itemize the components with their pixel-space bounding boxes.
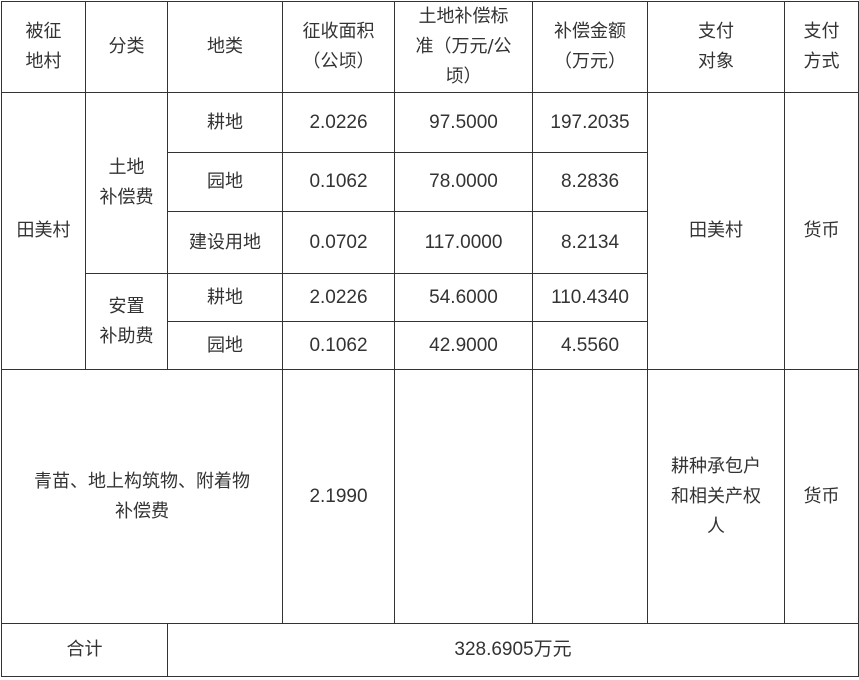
total-row: 合计 328.6905万元 xyxy=(1,623,859,677)
area-cell: 0.1062 xyxy=(282,321,395,370)
village-cell: 田美村 xyxy=(1,92,86,370)
standard-cell: 54.6000 xyxy=(394,273,533,322)
area-cell: 0.0702 xyxy=(282,211,395,274)
area-cell: 2.0226 xyxy=(282,92,395,153)
land-type-cell: 耕地 xyxy=(167,273,283,322)
header-area: 征收面积 （公顷） xyxy=(282,1,395,93)
amount-cell: 4.5560 xyxy=(532,321,648,370)
land-type-cell: 建设用地 xyxy=(167,211,283,274)
land-type-cell: 园地 xyxy=(167,321,283,370)
table-row: 园地 0.1062 78.0000 8.2836 xyxy=(2,152,859,212)
header-row: 被征 地村 分类 地类 征收面积 （公顷） 土地补偿标 准（万元/公 顷） 补偿… xyxy=(1,1,859,93)
payee-cell: 田美村 xyxy=(647,92,785,370)
header-standard: 土地补偿标 准（万元/公 顷） xyxy=(394,1,533,93)
header-amount: 补偿金额 （万元） xyxy=(532,1,648,93)
total-label: 合计 xyxy=(1,623,168,677)
standard-cell: 117.0000 xyxy=(394,211,533,274)
method-cell: 货币 xyxy=(784,92,859,370)
header-method: 支付 方式 xyxy=(784,1,859,93)
area-cell: 0.1062 xyxy=(282,152,395,212)
header-land-type: 地类 xyxy=(167,1,283,93)
table-row: 田美村 土地 补偿费 耕地 2.0226 97.5000 197.2035 田美… xyxy=(1,92,859,370)
header-village: 被征 地村 xyxy=(1,1,86,93)
table-row: 建设用地 0.0702 117.0000 8.2134 xyxy=(2,211,859,274)
amount-cell: 110.4340 xyxy=(532,273,648,322)
amount-cell: 8.2134 xyxy=(532,211,648,274)
category-cell: 安置 补助费 xyxy=(85,273,168,370)
category-cell: 土地 补偿费 xyxy=(85,92,168,274)
header-category: 分类 xyxy=(85,1,168,93)
land-type-cell: 园地 xyxy=(167,152,283,212)
crops-label-cell: 青苗、地上构筑物、附着物 补偿费 xyxy=(1,369,283,624)
total-value: 328.6905万元 xyxy=(167,623,859,677)
standard-cell: 97.5000 xyxy=(394,92,533,153)
standard-cell xyxy=(394,369,533,624)
table-row: 青苗、地上构筑物、附着物 补偿费 2.1990 耕种承包户 和相关产权 人 货币 xyxy=(1,369,859,624)
area-cell: 2.1990 xyxy=(282,369,395,624)
area-cell: 2.0226 xyxy=(282,273,395,322)
land-type-cell: 耕地 xyxy=(167,92,283,153)
standard-cell: 78.0000 xyxy=(394,152,533,212)
header-payee: 支付 对象 xyxy=(647,1,785,93)
amount-cell: 197.2035 xyxy=(532,92,648,153)
amount-cell xyxy=(532,369,648,624)
amount-cell: 8.2836 xyxy=(532,152,648,212)
table-row: 园地 0.1062 42.9000 4.5560 xyxy=(2,321,859,370)
method-cell: 货币 xyxy=(784,369,859,624)
payee-cell: 耕种承包户 和相关产权 人 xyxy=(647,369,785,624)
standard-cell: 42.9000 xyxy=(394,321,533,370)
